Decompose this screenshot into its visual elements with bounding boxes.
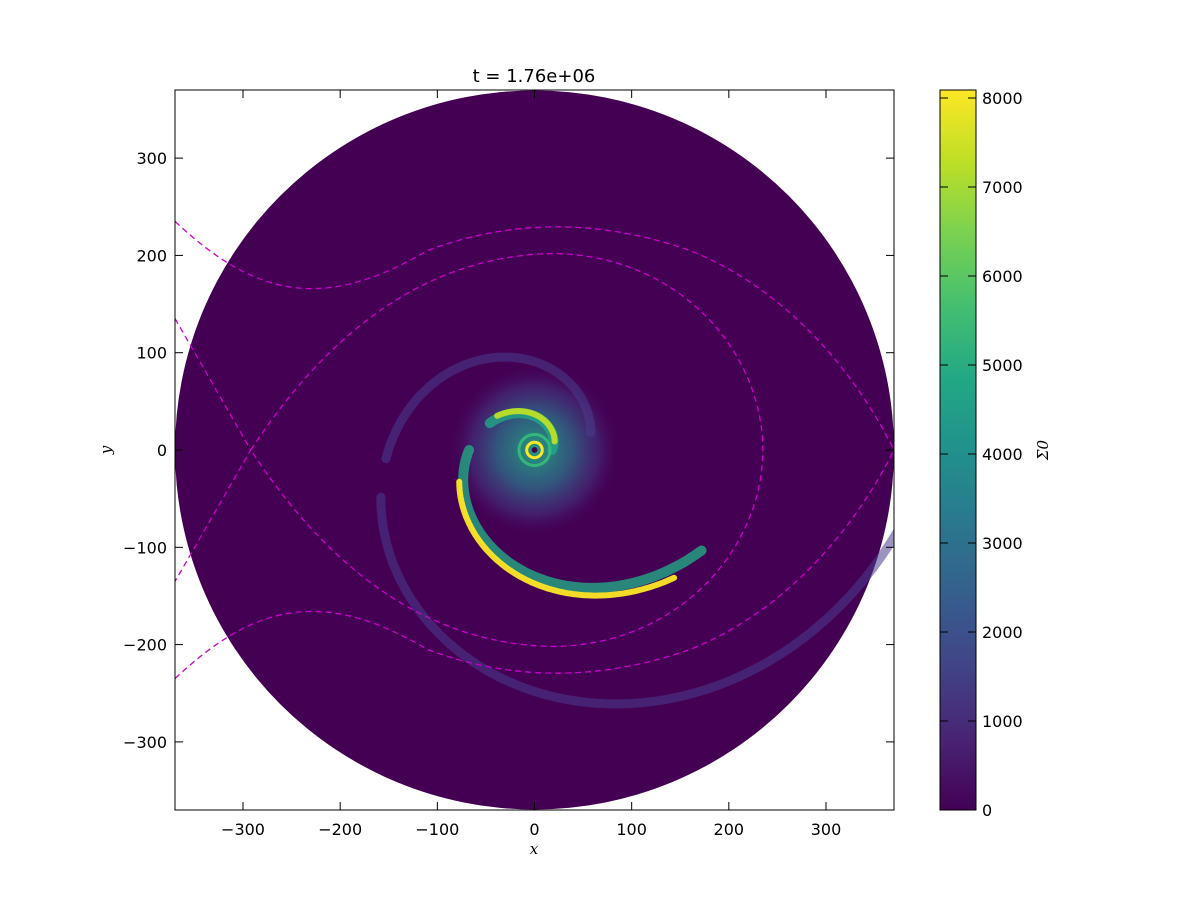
colorbar-tick-label: 4000 [982,445,1023,464]
colorbar-tick-label: 8000 [982,89,1023,108]
x-tick-label: 300 [811,820,842,839]
roche-contours [175,220,894,680]
x-axis-label: x [530,840,539,858]
colorbar-tick-label: 2000 [982,623,1023,642]
inner-ring-outer [517,432,552,468]
y-tick-label: −300 [123,733,167,752]
colorbar: 0 1000 2000 3000 4000 5000 6000 7000 8000 Σ0 [939,89,1052,820]
colorbar-frame [939,89,977,811]
colorbar-label: Σ0 [1034,439,1052,461]
colorbar-ticks: 0 1000 2000 3000 4000 5000 6000 7000 8000 [940,89,1023,820]
y-axis-label: y [97,445,115,455]
spiral-arm-1 [494,408,558,445]
outer-arm-1 [381,352,596,464]
inner-ring [525,440,544,460]
colorbar-tick-label: 0 [982,801,992,820]
y-axis: −300 −200 −100 0 100 200 300 [123,149,894,752]
y-tick-label: −100 [123,538,167,557]
colorbar-tick-label: 6000 [982,267,1023,286]
y-tick-label: 200 [136,246,167,265]
colorbar-tick-label: 3000 [982,534,1023,553]
y-tick-label: 100 [136,344,167,363]
spiral-arms [376,352,894,709]
chart-title: t = 1.76e+06 [473,66,596,87]
y-tick-label: 300 [136,149,167,168]
central-cavity [531,447,538,453]
x-tick-label: 100 [616,820,647,839]
outer-contour-upper [175,220,894,451]
spiral-arm-2-base [458,445,707,593]
colorbar-tick-label: 5000 [982,356,1023,375]
x-tick-label: −200 [318,820,362,839]
colorbar-tick-label: 1000 [982,712,1023,731]
inner-contour [250,252,764,648]
colorbar-gradient [940,90,976,810]
outer-arm-2 [376,492,894,709]
plot-area: −300 −200 −100 0 100 200 300 −300 −200 −100 0 100 2… [123,89,895,839]
x-tick-label: 200 [714,820,745,839]
y-tick-label: −200 [123,636,167,655]
x-tick-label: −100 [415,820,459,839]
spiral-arm-2 [456,478,678,599]
outer-contour-lower [175,449,894,680]
colorbar-tick-label: 7000 [982,178,1023,197]
x-axis: −300 −200 −100 0 100 200 300 [221,90,841,839]
x-tick-label: 0 [529,820,539,839]
y-tick-label: 0 [157,441,167,460]
left-contour-branch [175,318,252,582]
x-tick-label: −300 [221,820,265,839]
